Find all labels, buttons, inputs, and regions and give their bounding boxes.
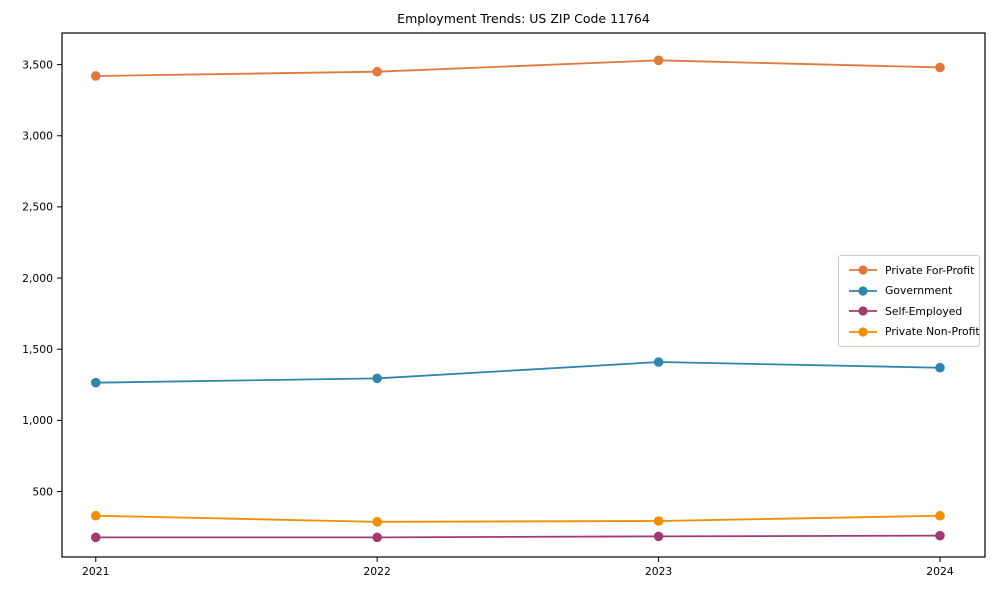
y-tick-label: 2,500	[22, 201, 53, 214]
y-tick-label: 3,500	[22, 58, 53, 71]
data-point-marker	[935, 362, 945, 373]
data-point-marker	[90, 532, 101, 543]
legend-line-marker-icon	[849, 285, 877, 296]
data-point-marker	[935, 510, 945, 521]
series-line	[95, 59, 940, 77]
x-tick-label: 2022	[363, 565, 390, 578]
data-point-marker	[372, 517, 382, 527]
legend: Private For-Profit Government Self-Employe…	[838, 255, 980, 347]
legend-item: Private Non-Profit	[848, 324, 980, 340]
series-line	[95, 361, 940, 384]
legend-line-marker-icon	[849, 326, 877, 337]
legend-label: Private For-Profit	[885, 263, 975, 277]
data-point-marker	[653, 531, 664, 542]
legend-item: Government	[848, 283, 971, 299]
series-line	[95, 534, 940, 539]
axes-frame	[61, 32, 986, 558]
data-point-marker	[935, 62, 945, 73]
series-line	[95, 514, 940, 523]
y-tick-label: 2,000	[22, 272, 53, 285]
data-point-marker	[653, 55, 664, 66]
legend-line-marker-icon	[849, 306, 877, 316]
legend-line-marker-icon	[849, 265, 877, 275]
data-point-marker	[653, 516, 664, 526]
y-tick-label: 1,500	[22, 343, 53, 356]
legend-item: Self-Employed	[848, 303, 971, 319]
y-tick-label: 500	[32, 485, 53, 498]
x-tick-label: 2021	[82, 565, 109, 578]
data-point-marker	[90, 510, 101, 521]
data-point-marker	[90, 71, 101, 81]
legend-label: Self-Employed	[885, 304, 963, 318]
y-tick-label: 1,000	[22, 414, 53, 427]
data-point-marker	[372, 66, 382, 77]
legend-label: Private Non-Profit	[885, 325, 980, 338]
legend-label: Government	[885, 284, 953, 297]
data-point-marker	[90, 377, 101, 388]
data-point-marker	[653, 357, 664, 367]
legend-item: Private For-Profit	[848, 262, 975, 278]
data-point-marker	[372, 373, 382, 384]
x-tick-label: 2024	[926, 565, 954, 578]
x-tick-label: 2023	[645, 565, 672, 578]
data-point-marker	[372, 532, 382, 543]
chart-title: Employment Trends: US ZIP Code 11764	[397, 11, 650, 26]
y-tick-label: 3,000	[22, 130, 53, 143]
data-point-marker	[935, 530, 945, 541]
